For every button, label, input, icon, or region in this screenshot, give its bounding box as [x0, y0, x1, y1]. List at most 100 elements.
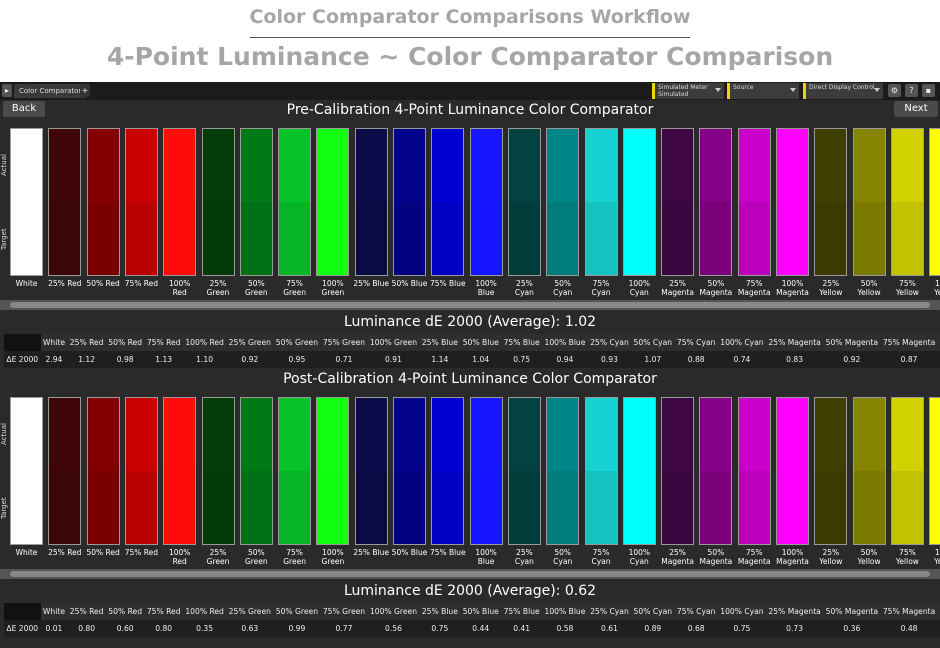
column-header: 100% Cyan [717, 334, 767, 351]
actual-half [585, 129, 617, 202]
column-header: 25% Cyan [587, 334, 632, 351]
back-button[interactable]: Back [3, 101, 45, 117]
target-label: Target [0, 228, 8, 250]
target-half [547, 471, 579, 544]
column-header: 50% Green [273, 334, 321, 351]
actual-half [547, 129, 579, 202]
patch-label: 25% Red [48, 279, 82, 288]
scrollbar [0, 569, 940, 579]
swatch [929, 128, 940, 276]
column-header: 100% Magenta [937, 334, 940, 351]
value-row: ΔE 2000 0.01 0.80 0.60 0.80 0.35 0.63 0.99 0.77 0… [4, 620, 940, 637]
dropdown-label: Simulated Meter [658, 84, 708, 91]
target-half [853, 202, 885, 275]
actual-half [470, 129, 502, 202]
menu-icon[interactable]: ▸ [2, 84, 12, 97]
delta-value: 0.98 [105, 351, 145, 368]
actual-half [279, 129, 311, 202]
target-half [700, 471, 732, 544]
delta-value: 0.48 [880, 620, 938, 637]
actual-half [202, 398, 234, 471]
swatch [776, 128, 809, 276]
target-half [355, 471, 387, 544]
delta-value: 0.98 [937, 351, 940, 368]
delta-value: 0.58 [542, 620, 588, 637]
help-icon[interactable]: ? [905, 84, 918, 97]
dropdown-arrow [790, 88, 796, 92]
delta-value: 1.14 [419, 351, 461, 368]
target-half [87, 471, 119, 544]
dropdown-arrow [874, 88, 880, 92]
swatch [431, 128, 465, 276]
patch-label: 100% Yellow [934, 279, 940, 297]
patch-label: 75% Green [283, 279, 306, 297]
target-half [49, 202, 81, 275]
actual-half [700, 129, 732, 202]
delta-value: 0.75 [501, 351, 543, 368]
patch-label: 25% Green [206, 548, 230, 566]
swatch [469, 128, 503, 276]
next-button[interactable]: Next [894, 101, 938, 117]
actual-half [125, 398, 157, 471]
patch-label: 25% Cyan [514, 279, 534, 297]
window-icon[interactable]: ▪ [922, 84, 935, 97]
patch-label: 50% Red [86, 548, 120, 557]
add-tab[interactable]: + [80, 84, 90, 97]
target-half [202, 202, 234, 275]
meter-dropdown[interactable]: Simulated Meter Simulated [652, 83, 724, 99]
column-header: 50% Magenta [823, 603, 881, 620]
actual-half [49, 129, 81, 202]
column-header: 25% Blue [419, 334, 461, 351]
actual-half [432, 129, 464, 202]
delta-value: 0.61 [587, 620, 632, 637]
swatch [86, 128, 120, 276]
display-dropdown[interactable]: Direct Display Control [803, 83, 883, 99]
target-half [317, 471, 349, 544]
corner-cell [4, 334, 41, 351]
target-half [279, 202, 311, 275]
source-dropdown[interactable]: Source [727, 83, 799, 99]
column-header: 75% Blue [501, 334, 543, 351]
swatch [507, 128, 541, 276]
swatch [890, 128, 924, 276]
swatch [584, 128, 618, 276]
swatch [124, 128, 158, 276]
actual-half [547, 398, 579, 471]
delta-value: 0.73 [766, 620, 824, 637]
patch-label: 25% Cyan [514, 548, 534, 566]
settings-icon[interactable]: ⚙ [888, 84, 901, 97]
column-header: 50% Cyan [631, 603, 675, 620]
actual-half [317, 129, 349, 202]
swatch [316, 397, 350, 545]
actual-half [355, 129, 387, 202]
patch-label: 100% Blue [475, 548, 497, 566]
column-header: 75% Red [144, 334, 183, 351]
column-header: 25% Green [226, 334, 274, 351]
target-half [164, 202, 196, 275]
target-half [432, 202, 464, 275]
delta-value: 0.88 [674, 351, 718, 368]
column-header: 100% Green [367, 334, 420, 351]
dropdown-arrow [715, 88, 721, 92]
workflow-subtitle: 4-Point Luminance ~ Color Comparator Com… [106, 42, 834, 71]
delta-value: 0.93 [587, 351, 632, 368]
title-underline [250, 37, 690, 38]
column-header: 75% Blue [501, 603, 543, 620]
dropdown-label: Direct Display Control [809, 84, 875, 91]
column-header: 25% Green [226, 603, 274, 620]
swatch [469, 397, 503, 545]
target-half [164, 471, 196, 544]
actual-half [585, 398, 617, 471]
column-header: 100% Green [367, 603, 420, 620]
patch-label: 75% Yellow [895, 548, 919, 566]
target-half [355, 202, 387, 275]
patch-label: 50% Blue [391, 279, 428, 288]
tab[interactable]: Color Comparator [14, 84, 87, 98]
target-half [240, 471, 272, 544]
target-half [87, 202, 119, 275]
swatch [163, 397, 197, 545]
patch-label: 75% Cyan [591, 548, 611, 566]
actual-half [240, 398, 272, 471]
target-half [623, 471, 655, 544]
patch-label: 100% Magenta [776, 279, 809, 297]
